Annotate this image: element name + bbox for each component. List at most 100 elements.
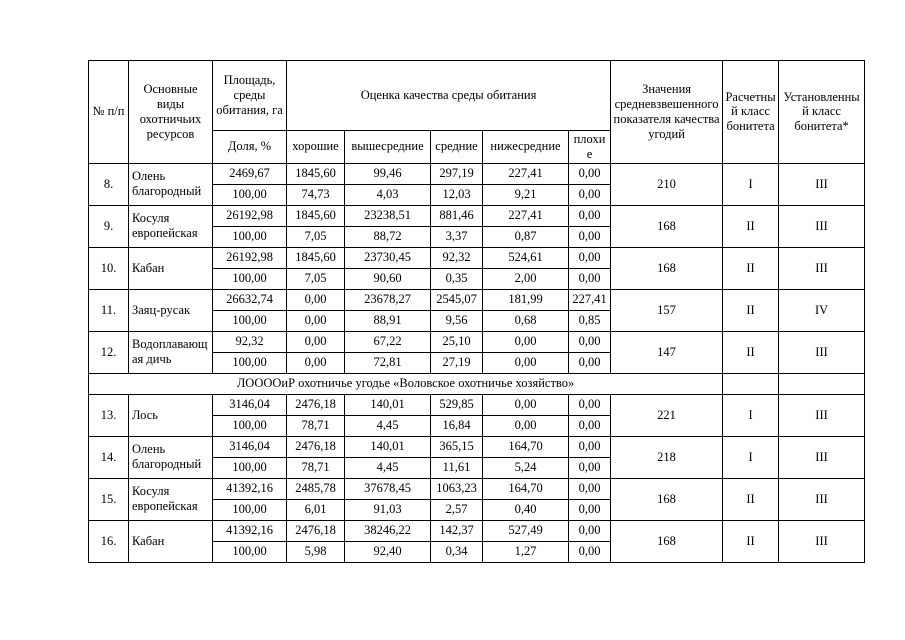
value-pct: 0,00 — [482, 351, 569, 374]
value-ha: 0,00 — [567, 519, 612, 542]
species-name: Кабан — [128, 519, 213, 563]
value-ha: 67,22 — [344, 330, 431, 353]
avg-quality-value: 218 — [610, 435, 724, 479]
species-row-share: 100,00 7,05 90,60 0,35 2,00 0,00 — [89, 267, 865, 290]
value-pct: 0,87 — [482, 225, 569, 248]
value-pct: 5,98 — [286, 540, 345, 563]
value-ha: 3146,04 — [212, 393, 287, 416]
col-header-avg-quality: Значения средневзвешенного показателя ка… — [610, 60, 724, 164]
header-row-sub: Доля, % хорошие вышесредние средние ниже… — [89, 130, 865, 164]
value-pct: 4,45 — [344, 456, 431, 479]
col-header-quality-good: хорошие — [286, 130, 345, 164]
set-bonitet-class: III — [778, 204, 866, 248]
col-header-share: Доля, % — [212, 130, 287, 164]
value-pct: 4,03 — [344, 183, 431, 206]
species-name: Косуля европейская — [128, 477, 213, 521]
col-header-species: Основные виды охотничьих ресурсов — [128, 60, 213, 164]
col-header-quality-avg: средние — [430, 130, 483, 164]
value-ha: 0,00 — [286, 288, 345, 311]
value-pct: 92,40 — [344, 540, 431, 563]
value-pct: 3,37 — [430, 225, 483, 248]
value-pct: 100,00 — [212, 267, 287, 290]
value-pct: 2,00 — [482, 267, 569, 290]
value-pct: 27,19 — [430, 351, 483, 374]
value-pct: 0,34 — [430, 540, 483, 563]
value-ha: 26632,74 — [212, 288, 287, 311]
header-row-top: № п/п Основные виды охотничьих ресурсов … — [88, 60, 866, 164]
value-pct: 100,00 — [212, 498, 287, 521]
value-pct: 0,00 — [567, 540, 612, 563]
calc-bonitet-class: I — [722, 162, 780, 206]
value-ha: 140,01 — [344, 393, 431, 416]
avg-quality-value: 168 — [610, 477, 724, 521]
species-row-area: 15. Косуля европейская 41392,16 2485,78 3767… — [88, 477, 866, 521]
value-pct: 100,00 — [212, 414, 287, 437]
value-pct: 0,00 — [567, 183, 612, 206]
value-ha: 2476,18 — [286, 435, 345, 458]
set-bonitet-class: III — [778, 330, 866, 374]
value-pct: 0,00 — [286, 309, 345, 332]
value-pct: 7,05 — [286, 267, 345, 290]
value-ha: 881,46 — [430, 204, 483, 227]
species-name: Водоплавающая дичь — [128, 330, 213, 374]
value-pct: 0,00 — [567, 351, 612, 374]
calc-bonitet-class: II — [722, 519, 780, 563]
species-row-area: 16. Кабан 41392,16 2476,18 38246,22 142,37 527… — [88, 519, 866, 563]
calc-bonitet-class: I — [722, 393, 780, 437]
set-bonitet-class: III — [778, 393, 866, 437]
value-ha: 164,70 — [482, 435, 569, 458]
row-number: 16. — [88, 519, 129, 563]
value-ha: 0,00 — [286, 330, 345, 353]
value-pct: 16,84 — [430, 414, 483, 437]
value-pct: 7,05 — [286, 225, 345, 248]
value-ha: 26192,98 — [212, 246, 287, 269]
value-ha: 164,70 — [482, 477, 569, 500]
value-pct: 0,40 — [482, 498, 569, 521]
table-header: № п/п Основные виды охотничьих ресурсов … — [88, 60, 866, 164]
value-pct: 12,03 — [430, 183, 483, 206]
value-pct: 100,00 — [212, 540, 287, 563]
value-ha: 527,49 — [482, 519, 569, 542]
value-pct: 78,71 — [286, 456, 345, 479]
value-ha: 37678,45 — [344, 477, 431, 500]
avg-quality-value: 168 — [610, 519, 724, 563]
col-header-quality-below-avg: нижесредние — [482, 130, 569, 164]
species-row-share: 100,00 78,71 4,45 11,61 5,24 0,00 — [89, 456, 865, 479]
value-ha: 0,00 — [567, 330, 612, 353]
species-row-area: 10. Кабан 26192,98 1845,60 23730,45 92,32 524,… — [88, 246, 866, 290]
value-ha: 92,32 — [430, 246, 483, 269]
species-row-share: 100,00 0,00 72,81 27,19 0,00 0,00 — [89, 351, 865, 374]
value-pct: 100,00 — [212, 225, 287, 248]
value-pct: 0,00 — [567, 414, 612, 437]
value-pct: 2,57 — [430, 498, 483, 521]
col-header-num: № п/п — [88, 60, 129, 164]
species-row-area: 12. Водоплавающая дичь 92,32 0,00 67,22 25,10… — [88, 330, 866, 374]
row-number: 13. — [88, 393, 129, 437]
value-ha: 99,46 — [344, 162, 431, 185]
value-ha: 0,00 — [567, 393, 612, 416]
value-pct: 0,68 — [482, 309, 569, 332]
value-ha: 23730,45 — [344, 246, 431, 269]
value-ha: 0,00 — [567, 477, 612, 500]
value-ha: 0,00 — [482, 330, 569, 353]
col-header-quality-above-avg: вышесредние — [344, 130, 431, 164]
value-ha: 3146,04 — [212, 435, 287, 458]
value-ha: 2545,07 — [430, 288, 483, 311]
value-ha: 227,41 — [482, 204, 569, 227]
value-pct: 0,00 — [567, 456, 612, 479]
value-pct: 0,35 — [430, 267, 483, 290]
col-header-area: Площадь, среды обитания, га — [212, 60, 287, 131]
calc-bonitet-class: II — [722, 246, 780, 290]
avg-quality-value: 210 — [610, 162, 724, 206]
species-name: Заяц-русак — [128, 288, 213, 332]
calc-bonitet-class: II — [722, 330, 780, 374]
value-ha: 1845,60 — [286, 162, 345, 185]
row-number: 14. — [88, 435, 129, 479]
value-pct: 91,03 — [344, 498, 431, 521]
value-pct: 100,00 — [212, 351, 287, 374]
value-ha: 2476,18 — [286, 393, 345, 416]
value-ha: 529,85 — [430, 393, 483, 416]
section-row: ЛООООиР охотничье угодье «Воловское охот… — [87, 372, 866, 395]
value-pct: 0,00 — [567, 267, 612, 290]
species-row-area: 11. Заяц-русак 26632,74 0,00 23678,27 2545,07… — [88, 288, 866, 332]
